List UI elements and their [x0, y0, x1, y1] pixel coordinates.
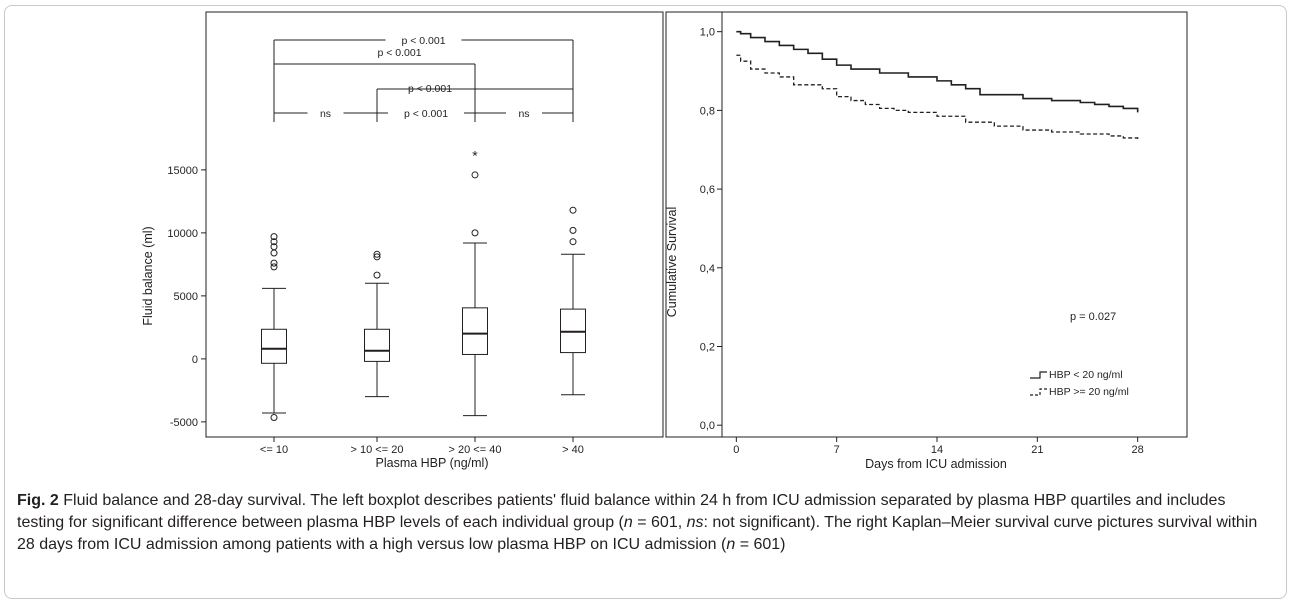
outlier-point: [569, 238, 577, 246]
survival-x-tick-label: 0: [733, 444, 739, 456]
survival-y-tick-label: 1,0: [700, 27, 715, 39]
survival-x-tick-label: 28: [1132, 444, 1144, 456]
iqr-box: [261, 328, 287, 364]
bracket-label: p < 0.001: [401, 35, 445, 47]
outlier-point: [270, 238, 278, 246]
figure-frame: [4, 5, 1287, 599]
survival-chart: 0,0 0,2 0,4 0,6 0,8 1,0 0 7 14 21 28 Cumulative Su…: [665, 11, 1188, 471]
boxplot-y-tick-label: 5000: [174, 291, 198, 303]
survival-curve-low-hbp: [736, 30, 1139, 113]
box-group: [560, 206, 586, 396]
boxplot-x-tick-label: > 40: [562, 444, 584, 456]
caption-n-var-1: n: [623, 514, 633, 531]
caption-n-value-2: = 601): [735, 536, 786, 553]
caption-n-value-1: = 601,: [632, 514, 687, 531]
boxplot-x-tick-label: > 10 <= 20: [351, 444, 404, 456]
boxplot-y-axis-label: Fluid balance (ml): [141, 226, 155, 325]
iqr-box: [364, 328, 390, 362]
box-group: [261, 233, 287, 421]
outlier-point: [270, 233, 278, 241]
boxplot-x-tick-label: > 20 <= 40: [449, 444, 502, 456]
boxplot-chart: -5000 0 5000 10000 15000 <= 10 > 10 <= 20 > 20 …: [141, 11, 664, 470]
outlier-point: [471, 171, 479, 179]
boxplot-x-axis-label: Plasma HBP (ng/ml): [376, 456, 489, 470]
boxplot-y-tick-label: 15000: [167, 165, 198, 177]
outlier-point: [569, 206, 577, 214]
caption-text-2: : not significant). The right Kaplan–Mei…: [17, 514, 1258, 553]
survival-y-axis-label: Cumulative Survival: [665, 207, 679, 317]
outlier-point: [373, 250, 381, 258]
caption-ns-abbr: ns: [686, 514, 704, 531]
bracket-label: ns: [518, 108, 529, 120]
p-value-annotation: p = 0.027: [1070, 311, 1116, 323]
boxplot-y-tick-label: 0: [192, 354, 198, 366]
survival-x-tick-label: 21: [1031, 444, 1043, 456]
survival-y-tick-label: 0,8: [700, 105, 715, 117]
boxplot-x-tick-label: <= 10: [260, 444, 288, 456]
boxplot-panel-border: [205, 11, 664, 438]
box-group: [364, 250, 390, 398]
bracket-label: p < 0.001: [408, 83, 452, 95]
survival-y-tick-label: 0,0: [700, 420, 715, 432]
outlier-point: [569, 226, 577, 234]
legend-label-high: HBP >= 20 ng/ml: [1049, 386, 1129, 398]
outlier-point: [373, 271, 381, 279]
outlier-point: [471, 229, 479, 237]
bracket-label: p < 0.001: [404, 108, 448, 120]
outlier-point: [270, 263, 278, 271]
bracket-label: ns: [320, 108, 331, 120]
survival-y-tick-label: 0,2: [700, 341, 715, 353]
outlier-point: [270, 413, 278, 421]
survival-x-tick-label: 14: [931, 444, 943, 456]
survival-y-tick-label: 0,4: [700, 263, 715, 275]
boxplot-y-tick-label: 10000: [167, 228, 198, 240]
boxplot-y-tick-label: -5000: [170, 417, 198, 429]
survival-x-axis-label: Days from ICU admission: [865, 457, 1007, 471]
survival-y-tick-label: 0,6: [700, 184, 715, 196]
caption-n-var-2: n: [726, 536, 736, 553]
legend-line-dashed: [1030, 388, 1047, 396]
caption-label: Fig. 2: [17, 492, 59, 509]
legend-label-low: HBP < 20 ng/ml: [1049, 369, 1123, 381]
extreme-point: *: [472, 148, 478, 164]
caption-text-1: Fluid balance and 28-day survival. The l…: [17, 492, 1226, 531]
survival-curve-high-hbp: [736, 54, 1139, 140]
outlier-point: [270, 259, 278, 267]
bracket-label: p < 0.001: [377, 47, 421, 59]
survival-x-tick-label: 7: [834, 444, 840, 456]
outlier-point: [373, 253, 381, 261]
iqr-box: [462, 307, 488, 355]
outlier-point: [270, 243, 278, 251]
legend-line-solid: [1030, 371, 1047, 379]
legend: HBP < 20 ng/ml HBP >= 20 ng/ml: [1030, 369, 1129, 398]
box-group: *: [462, 148, 488, 417]
figure-caption: Fig. 2 Fluid balance and 28-day survival…: [17, 490, 1262, 556]
